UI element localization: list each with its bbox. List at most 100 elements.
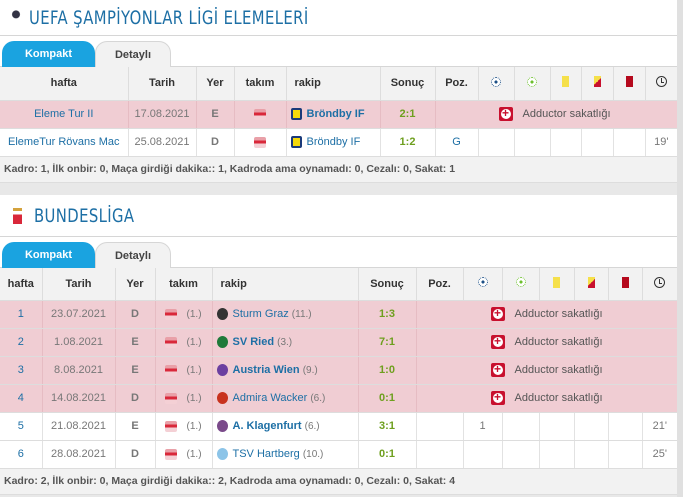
table-row: 5 21.08.2021 E (1.) A. Klagenfurt (6.) 3… <box>0 412 677 441</box>
table-row: 6 28.08.2021 D (1.) TSV Hartberg (10.) 0… <box>0 440 677 469</box>
salzburg-logo-icon <box>254 136 266 148</box>
minutes-cell: 21' <box>642 412 677 441</box>
stats-table: hafta Tarih Yer takım rakip Sonuç Poz. E… <box>0 67 677 157</box>
col-goal <box>463 268 503 301</box>
section-title: BUNDESLİGA <box>0 195 677 237</box>
goal-icon <box>477 277 488 288</box>
yellow-cell <box>550 128 582 157</box>
result-link[interactable]: 7:1 <box>358 328 417 357</box>
result-link[interactable]: 3:1 <box>358 412 417 441</box>
yellow-red-card-icon <box>587 276 595 288</box>
team-rank: (1.) <box>186 365 202 376</box>
table-row: 4 14.08.2021 D (1.) Admira Wacker (6.) 0… <box>0 384 677 413</box>
team-cell: (1.) <box>155 300 213 329</box>
minutes-cell: 25' <box>642 440 677 469</box>
team-rank: (1.) <box>186 393 202 404</box>
brondby-logo-icon <box>290 108 302 121</box>
hafta-link[interactable]: 4 <box>0 384 43 413</box>
venue-cell: D <box>115 300 156 329</box>
tab-kompakt[interactable]: Kompakt <box>2 242 95 268</box>
goals-cell: 1 <box>463 412 503 441</box>
table-row: 1 23.07.2021 D (1.) Sturm Graz (11.) 1:3… <box>0 300 677 329</box>
opponent-rank: (3.) <box>277 336 293 348</box>
date-cell: 28.08.2021 <box>42 440 116 469</box>
venue-cell: E <box>115 328 156 357</box>
tab-detayli[interactable]: Detaylı <box>95 242 171 268</box>
scrollbar[interactable] <box>677 0 683 497</box>
col-yer: Yer <box>115 268 156 301</box>
table-header: hafta Tarih Yer takım rakip Sonuç Poz. <box>0 268 677 301</box>
injury-cell: Adductor sakatlığı <box>416 328 677 357</box>
opponent-link[interactable]: Bröndby IF <box>306 107 365 120</box>
opponent-rank: (6.) <box>304 420 320 432</box>
col-takim: takım <box>155 268 213 301</box>
hafta-link[interactable]: 5 <box>0 412 43 441</box>
date-cell: 21.08.2021 <box>42 412 116 441</box>
injury-cell: Adductor sakatlığı <box>416 384 677 413</box>
opponent-link[interactable]: TSV Hartberg <box>232 447 300 460</box>
opponent-logo-icon <box>216 448 228 461</box>
col-sonuc: Sonuç <box>358 268 417 301</box>
opponent-link[interactable]: A. Klagenfurt <box>232 419 302 432</box>
goals-cell <box>463 440 503 469</box>
team-rank: (1.) <box>186 309 202 320</box>
summary-footer: Kadro: 2, İlk onbir: 0, Maça girdiği dak… <box>0 468 677 495</box>
red-cell <box>608 440 643 469</box>
opponent-link[interactable]: Sturm Graz <box>232 307 289 320</box>
result-link[interactable]: 0:1 <box>358 384 417 413</box>
table-row: Eleme Tur II 17.08.2021 E Bröndby IF 2:1… <box>0 100 677 129</box>
summary-footer: Kadro: 1, İlk onbir: 0, Maça girdiği dak… <box>0 156 677 183</box>
team-rank: (1.) <box>186 421 202 432</box>
date-cell: 14.08.2021 <box>42 384 116 413</box>
hafta-cell: ElemeTur Rövans Mac <box>0 128 129 157</box>
opponent-cell: Admira Wacker (6.) <box>212 384 359 413</box>
position-cell <box>416 412 464 441</box>
opponent-cell: A. Klagenfurt (6.) <box>212 412 359 441</box>
opponent-cell: TSV Hartberg (10.) <box>212 440 359 469</box>
yellow-red-cell <box>574 412 609 441</box>
opponent-link[interactable]: Austria Wien <box>232 363 300 376</box>
hafta-link[interactable]: 2 <box>0 328 43 357</box>
salzburg-logo-icon <box>254 108 266 120</box>
opponent-cell: Sturm Graz (11.) <box>212 300 359 329</box>
ucl-section: UEFA ŞAMPİYONLAR LİGİ ELEMELERİ Kompakt … <box>0 0 677 183</box>
team-cell: (1.) <box>155 384 213 413</box>
venue-cell: D <box>115 384 156 413</box>
opponent-rank: (10.) <box>302 448 324 460</box>
result-link[interactable]: 2:1 <box>380 100 436 129</box>
col-goal <box>478 67 515 101</box>
col-sonuc: Sonuç <box>380 67 436 101</box>
injury-text: Adductor sakatlığı <box>514 392 603 404</box>
result-link[interactable]: 1:0 <box>358 356 417 385</box>
brondby-logo-icon <box>290 136 302 149</box>
hafta-link[interactable]: 3 <box>0 356 43 385</box>
hafta-link[interactable]: 6 <box>0 440 43 469</box>
team-rank: (1.) <box>186 449 202 460</box>
yellow-card-icon <box>562 76 569 88</box>
opponent-rank: (11.) <box>291 308 312 320</box>
assists-cell <box>502 440 540 469</box>
opponent-logo-icon <box>216 420 228 433</box>
venue-cell: D <box>115 440 156 469</box>
team-cell <box>234 128 287 157</box>
opponent-link[interactable]: SV Ried <box>232 335 275 348</box>
opponent-logo-icon <box>216 392 228 405</box>
injury-cell: Adductor sakatlığı <box>435 100 677 129</box>
opponent-link[interactable]: Bröndby IF <box>306 135 361 148</box>
tab-kompakt[interactable]: Kompakt <box>2 41 95 67</box>
injury-cell: Adductor sakatlığı <box>416 356 677 385</box>
opponent-rank: (6.) <box>310 392 326 404</box>
hafta-link[interactable]: 1 <box>0 300 43 329</box>
opponent-cell: Bröndby IF <box>286 128 381 157</box>
result-link[interactable]: 0:1 <box>358 440 417 469</box>
tab-detayli[interactable]: Detaylı <box>95 41 171 67</box>
salzburg-logo-icon <box>165 448 178 460</box>
result-link[interactable]: 1:2 <box>380 128 436 157</box>
injury-cell: Adductor sakatlığı <box>416 300 677 329</box>
col-red <box>608 268 643 301</box>
team-cell <box>234 100 287 129</box>
champions-league-logo-icon <box>9 8 23 27</box>
col-minutes <box>642 268 677 301</box>
result-link[interactable]: 1:3 <box>358 300 417 329</box>
opponent-link[interactable]: Admira Wacker <box>232 391 308 404</box>
